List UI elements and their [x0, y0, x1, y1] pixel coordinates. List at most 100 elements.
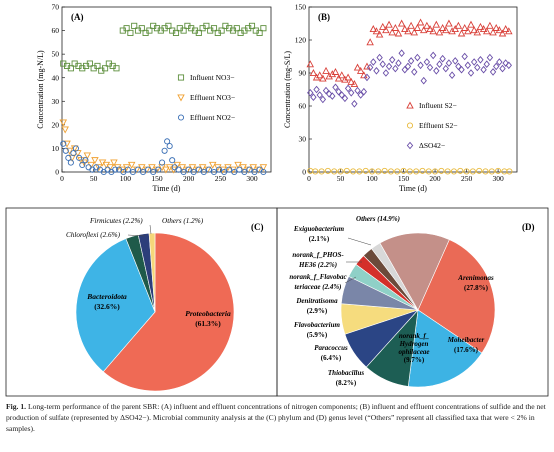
- data-point: [445, 59, 453, 67]
- y-tick-label: 30: [299, 135, 307, 144]
- data-point: [324, 167, 331, 174]
- data-point: [246, 166, 253, 173]
- leader-line: [127, 234, 146, 237]
- data-point: [344, 84, 352, 93]
- pie-slice: [102, 232, 235, 392]
- data-point: [195, 29, 202, 36]
- data-point: [337, 168, 344, 175]
- slice-pct-thiobacillus: (8.2%): [336, 379, 357, 387]
- data-point: [208, 161, 217, 169]
- data-point: [439, 54, 446, 63]
- panel-c-phylum-pie: (C) Proteobacteria(61.3%) Bacteroidota(32.…: [5, 207, 278, 397]
- data-point: [394, 168, 401, 175]
- x-tick-label: 200: [183, 174, 195, 183]
- data-point: [426, 25, 434, 33]
- data-point: [200, 168, 207, 176]
- data-point: [338, 91, 345, 99]
- data-point: [353, 63, 362, 71]
- x-tick-label: 300: [246, 174, 258, 183]
- data-point: [479, 25, 488, 33]
- data-point: [138, 164, 146, 172]
- data-point: [76, 154, 83, 161]
- data-point: [180, 27, 187, 34]
- data-point: [348, 88, 355, 97]
- data-point: [394, 29, 403, 37]
- y-tick-label: 0: [302, 168, 306, 177]
- slice-label-hydrogenophilaceae: norank_f_: [399, 332, 430, 340]
- data-point: [379, 60, 386, 69]
- panel-d-genus-pie: (D) Arenimonas (27.8%) Moheibacter (17.6%) no…: [276, 207, 549, 397]
- data-point: [113, 65, 120, 72]
- x-tick-label: 50: [337, 174, 345, 183]
- data-point: [236, 166, 243, 173]
- slice-label-hydrogenophilaceae: Hydrogen: [399, 340, 429, 348]
- slice-label-flavobacterium: Flavobacterium: [294, 321, 340, 329]
- data-point: [259, 164, 268, 172]
- data-point: [463, 168, 470, 175]
- data-point: [178, 164, 187, 172]
- data-point: [180, 168, 187, 176]
- data-point: [335, 87, 342, 96]
- data-point: [146, 27, 153, 34]
- plot-frame: [308, 6, 518, 173]
- leader-line: [149, 224, 152, 235]
- x-tick-label: 150: [151, 174, 163, 183]
- data-point: [373, 66, 380, 75]
- pie-slice: [148, 232, 156, 313]
- data-point: [123, 25, 130, 32]
- y-tick-label: 150: [295, 3, 307, 12]
- pie-slice: [75, 238, 156, 373]
- data-point: [448, 27, 456, 35]
- data-point: [148, 164, 156, 172]
- caption-text: Long-term performance of the parent SBR:…: [6, 402, 546, 433]
- data-point: [391, 23, 400, 31]
- data-point: [473, 28, 482, 36]
- slice-label-phos-he36: norank_f_PHOS-: [292, 251, 344, 259]
- y-tick-label: 30: [52, 97, 60, 106]
- data-point: [482, 168, 489, 175]
- slice-pct-hydrogenophilaceae: (9.7%): [404, 356, 425, 364]
- series-2: [60, 138, 267, 176]
- slice-label-thiobacillus: Thiobacillus: [328, 369, 364, 377]
- data-point: [438, 167, 445, 174]
- x-tick-label: 100: [120, 174, 132, 183]
- series-1: [307, 167, 513, 175]
- data-point: [62, 147, 69, 154]
- data-point: [388, 28, 396, 36]
- data-point: [461, 52, 468, 61]
- data-point: [322, 86, 330, 95]
- data-point: [138, 25, 145, 32]
- data-point: [407, 57, 415, 65]
- y-tick-label: 20: [52, 120, 60, 129]
- slice-label-denitratisoma: Denitratisoma: [295, 297, 338, 305]
- data-point: [249, 164, 258, 172]
- slice-label-bacteroidota: Bacteroidota: [86, 292, 127, 301]
- x-tick-label: 50: [90, 174, 98, 183]
- x-tick-label: 100: [366, 174, 378, 183]
- slice-label-others: Others (14.9%): [356, 215, 400, 223]
- panel-frame: [276, 207, 549, 397]
- data-point: [319, 74, 327, 82]
- data-point: [370, 58, 377, 66]
- data-point: [67, 65, 74, 72]
- data-point: [334, 74, 343, 82]
- data-point: [134, 166, 142, 173]
- data-point: [164, 138, 171, 145]
- data-point: [94, 62, 101, 69]
- data-point: [150, 168, 157, 176]
- x-axis-label: Time (d): [399, 184, 427, 193]
- slice-label-paracoccus: Paracoccus: [314, 344, 348, 352]
- data-point: [350, 80, 359, 88]
- data-point: [251, 168, 258, 176]
- data-point: [356, 168, 363, 175]
- data-point: [406, 168, 413, 175]
- data-point: [392, 64, 399, 73]
- data-point: [438, 23, 447, 31]
- data-point: [198, 164, 207, 172]
- data-point: [216, 166, 223, 173]
- slice-pct-bacteroidota: (32.6%): [94, 302, 120, 311]
- data-point: [210, 168, 218, 176]
- data-point: [432, 168, 439, 175]
- data-point: [450, 168, 458, 175]
- data-point: [357, 91, 364, 99]
